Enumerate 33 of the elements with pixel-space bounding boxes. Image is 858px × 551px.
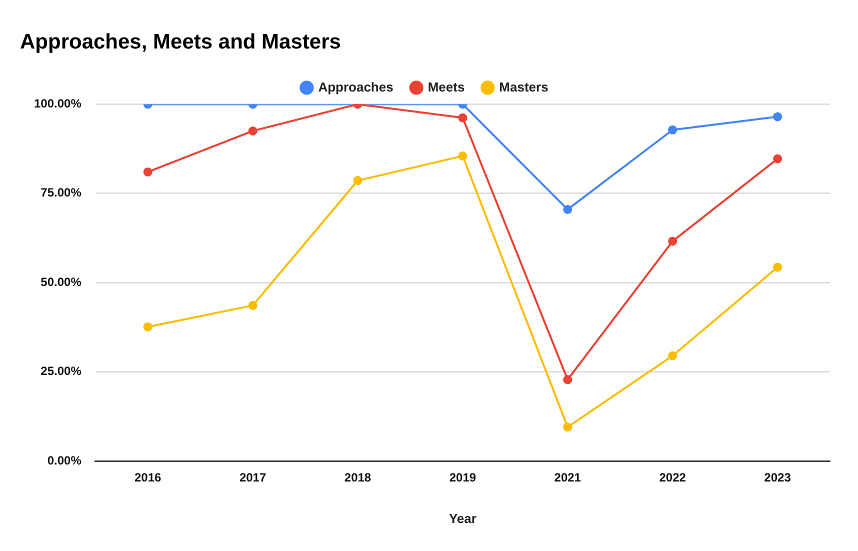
x-tick-label: 2017	[239, 470, 266, 485]
point	[773, 112, 782, 122]
legend-label: Meets	[428, 79, 465, 94]
point	[353, 176, 362, 186]
y-tick-label: 0.00%	[47, 453, 82, 468]
x-tick-label: 2016	[134, 470, 162, 485]
chart-title: Approaches, Meets and Masters	[20, 30, 341, 54]
point	[143, 167, 152, 176]
point	[668, 125, 678, 134]
point	[248, 300, 258, 310]
point	[143, 322, 152, 332]
y-tick-label: 100.00%	[34, 96, 82, 111]
x-tick-label: 2019	[449, 470, 476, 485]
x-tick-label: 2022	[659, 470, 686, 485]
point	[668, 351, 678, 360]
y-tick-label: 25.00%	[40, 364, 82, 378]
x-tick-label: 2023	[764, 470, 792, 485]
x-tick-label: 2018	[344, 470, 372, 485]
point	[563, 204, 572, 214]
point	[773, 154, 782, 164]
point	[668, 236, 678, 246]
point	[563, 375, 572, 384]
y-tick-label: 50.00%	[40, 274, 82, 289]
point	[563, 422, 572, 432]
point	[248, 126, 258, 136]
x-axis-title: Year	[448, 510, 476, 526]
point	[458, 151, 468, 160]
y-tick-label: 75.00%	[40, 186, 82, 200]
legend-label: Masters	[499, 79, 548, 94]
point	[458, 113, 468, 122]
legend-label: Approaches	[318, 79, 394, 94]
x-tick-label: 2021	[554, 470, 582, 485]
point	[773, 262, 782, 272]
